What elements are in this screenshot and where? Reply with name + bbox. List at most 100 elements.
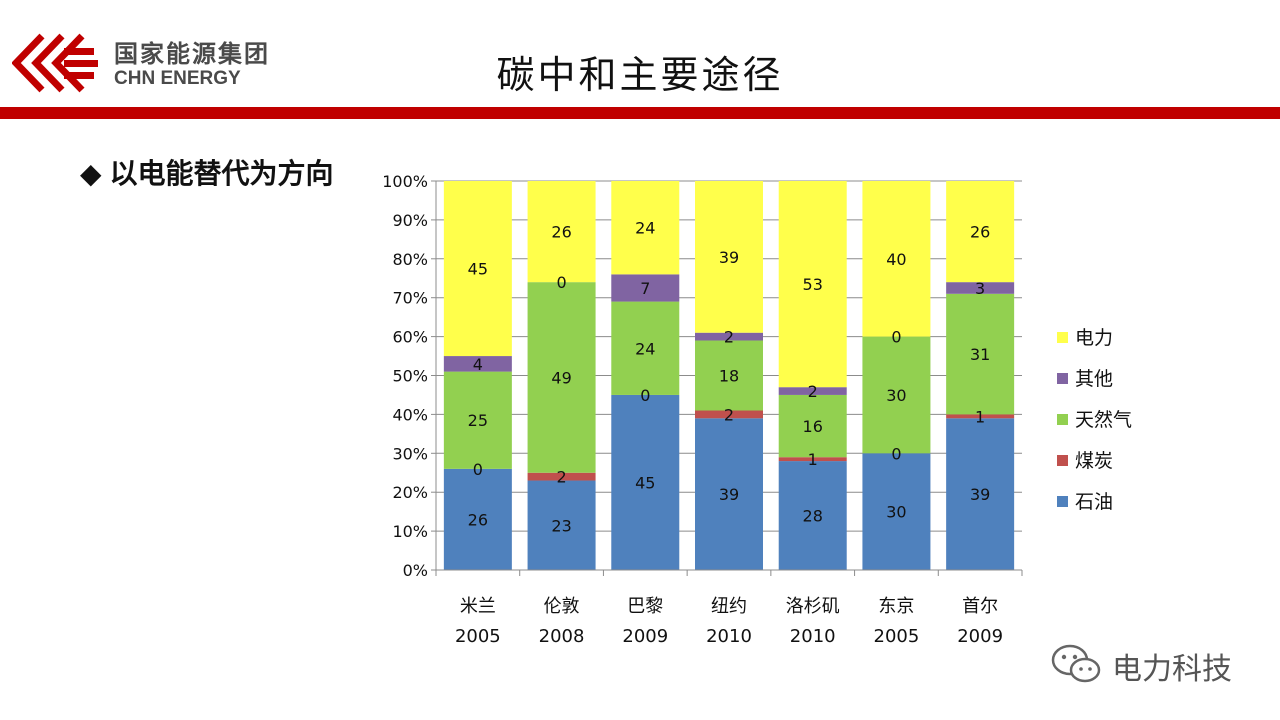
bar-segment — [946, 293, 1015, 415]
diamond-bullet-icon: ◆ — [80, 157, 102, 190]
bar-segment — [862, 181, 931, 337]
bar-segment — [946, 414, 1015, 419]
bar-segment — [443, 371, 512, 469]
bar-segment — [695, 332, 763, 341]
bar-segment — [778, 457, 847, 462]
data-label: 45 — [635, 473, 655, 492]
x-tick-label: 洛杉矶 — [786, 596, 840, 617]
y-tick-label: 100% — [382, 172, 428, 191]
data-label: 25 — [468, 411, 488, 430]
logo-name-en: CHN ENERGY — [114, 68, 241, 89]
data-label: 40 — [886, 250, 906, 269]
y-tick-label: 90% — [392, 211, 428, 230]
bar-segment — [695, 410, 763, 419]
x-tick-label-year: 2010 — [706, 626, 752, 647]
chart-data-labels: 26 0 25 4 45 23 2 49 0 26 45 0 24 7 24 39 2 18 2 39 28 1 16 2 53… — [468, 219, 991, 536]
data-label: 26 — [468, 510, 488, 529]
data-label: 30 — [886, 386, 906, 405]
data-label: 2 — [724, 328, 734, 347]
x-tick-label: 东京 — [878, 596, 914, 617]
data-label: 3 — [975, 279, 985, 298]
data-label: 31 — [970, 345, 990, 364]
data-label: 2 — [724, 405, 734, 424]
bar-segment — [611, 301, 680, 395]
data-label: 0 — [891, 444, 901, 463]
data-label: 0 — [640, 386, 650, 405]
x-tick-label-year: 2009 — [957, 626, 1003, 647]
bar-segment — [443, 181, 512, 357]
data-label: 26 — [551, 223, 571, 242]
data-label: 24 — [635, 219, 655, 238]
legend-label: 煤炭 — [1075, 450, 1113, 472]
bar-segment — [527, 480, 596, 570]
x-tick-label: 纽约 — [711, 596, 747, 617]
data-label: 1 — [975, 407, 985, 426]
x-tick-label-year: 2008 — [539, 626, 585, 647]
y-tick-label: 30% — [392, 444, 428, 463]
bar-segment — [443, 356, 512, 372]
data-label: 49 — [551, 368, 571, 387]
y-tick-label: 0% — [403, 561, 428, 580]
legend-label: 电力 — [1075, 327, 1113, 349]
y-tick-label: 20% — [392, 483, 428, 502]
header-divider — [0, 107, 1280, 119]
watermark-text: 电力科技 — [1112, 652, 1232, 687]
bar-segment — [695, 340, 763, 411]
legend-label: 天然气 — [1075, 409, 1132, 431]
data-label: 39 — [970, 485, 990, 504]
wechat-icon — [1051, 644, 1101, 683]
x-tick-label-year: 2005 — [455, 626, 501, 647]
logo-name-cn: 国家能源集团 — [114, 40, 270, 68]
data-label: 2 — [556, 468, 566, 487]
data-label: 23 — [551, 516, 571, 535]
data-label: 39 — [719, 248, 739, 267]
x-tick-label-year: 2005 — [874, 626, 920, 647]
data-label: 28 — [803, 507, 823, 526]
legend-label: 其他 — [1075, 368, 1113, 390]
data-label: 4 — [473, 355, 483, 374]
data-label: 26 — [970, 223, 990, 242]
data-label: 39 — [719, 485, 739, 504]
y-tick-label: 50% — [392, 367, 428, 386]
bar-segment — [527, 472, 596, 481]
bar-segment — [946, 282, 1015, 294]
data-label: 0 — [556, 273, 566, 292]
bar-segment — [946, 181, 1015, 283]
watermark: 电力科技 — [1050, 640, 1250, 690]
bullet-text: 以电能替代为方向 — [109, 157, 334, 190]
bar-segment — [527, 181, 596, 283]
data-label: 0 — [891, 328, 901, 347]
company-logo: 国家能源集团 CHN ENERGY — [12, 28, 282, 98]
y-tick-label: 10% — [392, 522, 428, 541]
bar-segment — [778, 387, 847, 395]
x-tick-label: 首尔 — [962, 596, 998, 617]
bar-segment — [946, 418, 1015, 570]
y-tick-label: 80% — [392, 250, 428, 269]
x-tick-label: 巴黎 — [627, 596, 663, 617]
data-label: 53 — [803, 275, 823, 294]
legend-swatch — [1057, 373, 1068, 384]
y-tick-label: 40% — [392, 405, 428, 424]
data-label: 0 — [473, 460, 483, 479]
legend-swatch — [1057, 414, 1068, 425]
bar-segment — [862, 453, 931, 570]
bar-segment — [611, 181, 680, 275]
legend-swatch — [1057, 332, 1068, 343]
x-tick-label-year: 2010 — [790, 626, 836, 647]
bar-segment — [443, 468, 512, 570]
bar-segment — [862, 336, 931, 454]
data-label: 16 — [803, 417, 823, 436]
bar-segment — [611, 394, 680, 570]
bar-segment — [695, 181, 763, 333]
bar-segment — [695, 418, 763, 570]
data-label: 18 — [719, 367, 739, 386]
data-label: 7 — [640, 279, 650, 298]
chart-axes: 0% 10% 20% 30% 40% 50% 60% 70% 80% 90% 100% 米兰 2005 伦… — [382, 172, 1023, 647]
bar-segment — [611, 274, 680, 302]
y-tick-label: 70% — [392, 289, 428, 308]
x-tick-label-year: 2009 — [622, 626, 668, 647]
legend-swatch — [1057, 496, 1068, 507]
x-tick-label: 米兰 — [460, 596, 496, 617]
